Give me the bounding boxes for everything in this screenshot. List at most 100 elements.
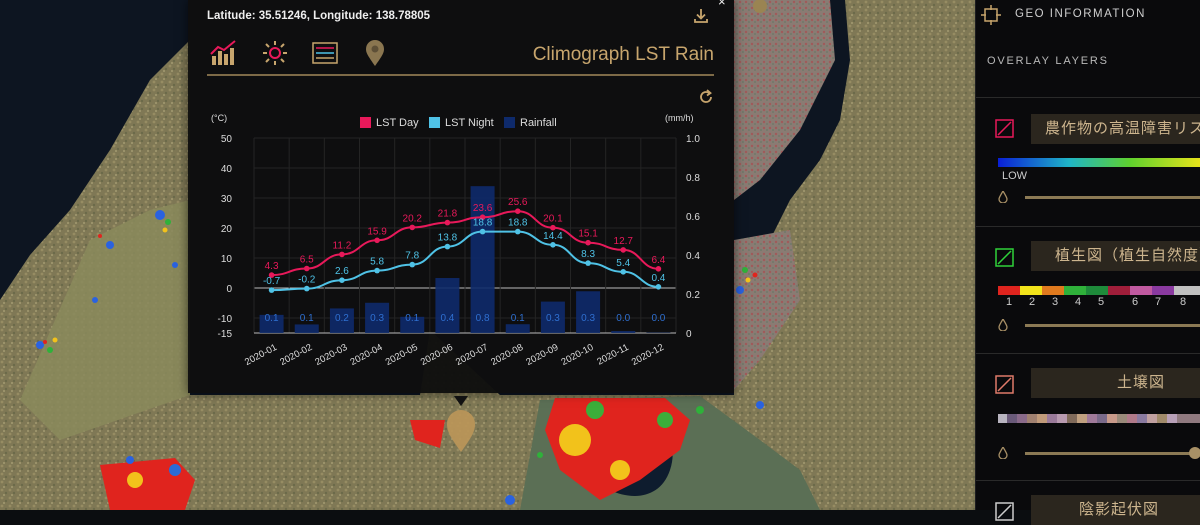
legend-label: LST Day [376,117,419,129]
layer-toggle-checkbox[interactable] [995,375,1014,394]
download-icon[interactable] [692,7,710,25]
legend-swatch [429,117,440,128]
legend-num: 7 [1155,296,1161,308]
lst-day-point [550,225,556,231]
layer-toggle-checkbox[interactable] [995,119,1014,138]
layer-toggle-checkbox[interactable] [995,248,1014,267]
lst-night-point [269,287,275,293]
chart-title: Climograph LST Rain [533,44,714,66]
slider-track[interactable] [1025,196,1200,199]
opacity-slider[interactable] [998,447,1200,459]
rainfall-bar [435,278,459,333]
close-button[interactable]: × [718,0,726,9]
location-pin-icon[interactable] [360,38,390,68]
legend-categories [998,414,1200,423]
legend-num: 5 [1098,296,1104,308]
lst-night-data-label: 5.8 [370,257,384,268]
climograph-popup: Latitude: 35.51246, Longitude: 138.78805… [188,0,734,393]
y-left-tick-label: -15 [218,329,233,340]
legend-num: 2 [1029,296,1035,308]
slider-knob[interactable] [1189,447,1200,459]
lst-day-data-label: 15.1 [578,229,598,240]
y-left-tick-label: 10 [221,254,233,265]
rainfall-bar [506,324,530,333]
x-tick-label: 2020-07 [454,342,490,368]
rainfall-data-label: 0.4 [440,313,454,324]
legend-num: 3 [1052,296,1058,308]
legend-num: 4 [1075,296,1081,308]
slider-track[interactable] [1025,452,1200,455]
layer-toggle-checkbox[interactable] [995,502,1014,521]
lst-day-data-label: 12.7 [614,236,634,247]
y-right-tick-label: 1.0 [686,134,700,145]
divider [976,226,1200,227]
lst-day-data-label: 21.8 [438,209,458,220]
right-panel: GEO INFORMATION OVERLAY LAYERS 農作物の高温障害リ… [975,0,1200,510]
lst-night-point [515,229,521,235]
x-tick-label: 2020-08 [489,342,525,368]
rainfall-data-label: 0.1 [265,313,279,324]
rainfall-data-label: 0.1 [511,313,525,324]
y-left-tick-label: 30 [221,194,233,205]
layer-label[interactable]: 植生図（植生自然度） [1031,241,1200,271]
lst-day-point [339,252,345,258]
legend-swatch [360,117,371,128]
map-location-marker-icon[interactable] [444,396,478,456]
y-right-tick-label: 0 [686,329,692,340]
layer-label[interactable]: 農作物の高温障害リスク [1031,114,1200,144]
rainfall-bar [611,331,635,333]
lst-night-data-label: 7.8 [405,251,419,262]
x-tick-label: 2020-02 [278,342,314,368]
data-table-icon[interactable] [310,38,340,68]
rainfall-data-label: 0.2 [335,313,349,324]
climograph-chart-icon[interactable] [208,38,238,68]
legend-label: LST Night [445,117,494,129]
y-right-axis-label: (mm/h) [665,113,694,123]
lst-night-data-label: 8.3 [581,249,595,260]
lst-day-data-label: 20.1 [543,214,563,225]
lst-night-data-label: 2.6 [335,266,349,277]
lst-day-data-label: 23.6 [473,203,493,214]
lst-day-point [585,240,591,246]
lst-day-data-label: 4.3 [265,261,279,272]
lst-night-data-label: 14.4 [543,231,563,242]
opacity-slider[interactable] [998,191,1200,203]
divider [976,480,1200,481]
lst-night-point [409,262,415,268]
lst-night-data-label: 5.4 [616,258,630,269]
lst-night-point [339,277,345,283]
rainfall-data-label: 0.3 [546,313,560,324]
legend-swatch [504,117,515,128]
coordinates-label: Latitude: 35.51246, Longitude: 138.78805 [207,10,430,22]
layer-label[interactable]: 土壌図 [1031,368,1200,398]
lst-night-data-label: 18.8 [473,218,493,229]
x-tick-label: 2020-09 [524,342,560,368]
chart-type-tabs [208,38,388,70]
lst-night-point [585,260,591,266]
lst-day-point [374,238,380,244]
x-tick-label: 2020-03 [313,342,349,368]
rainfall-data-label: 0.1 [405,313,419,324]
slider-track[interactable] [1025,324,1200,327]
overlay-layers-title: OVERLAY LAYERS [987,55,1109,67]
lst-night-point [656,284,662,290]
rainfall-data-label: 0.1 [300,313,314,324]
legend-gradient [998,158,1200,167]
rainfall-data-label: 0.3 [581,313,595,324]
crosshair-icon [980,4,1002,26]
lst-night-point [480,229,486,235]
sun-temperature-icon[interactable] [260,38,290,68]
y-left-tick-label: 50 [221,134,233,145]
y-left-tick-label: 0 [226,284,232,295]
layer-label[interactable]: 陰影起伏図 [1031,495,1200,525]
lst-day-point [656,266,662,272]
rainfall-bar [295,324,319,333]
lst-day-point [409,225,415,231]
lst-night-data-label: 18.8 [508,218,528,229]
lst-night-point [445,244,451,250]
lst-day-data-label: 6.4 [651,255,665,266]
legend-num: 8 [1180,296,1186,308]
opacity-slider[interactable] [998,319,1200,331]
x-tick-label: 2020-05 [384,342,420,368]
lst-day-data-label: 15.9 [367,226,387,237]
